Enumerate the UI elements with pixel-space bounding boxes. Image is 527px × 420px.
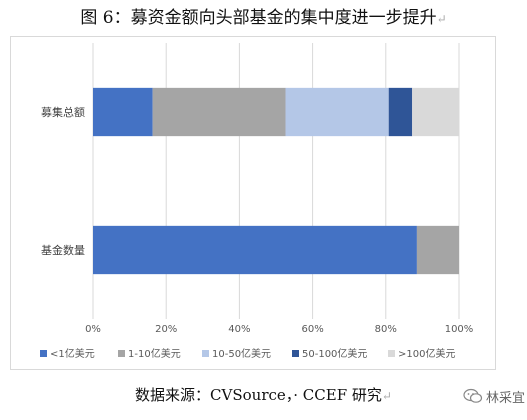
x-tick-label: 20%	[155, 324, 177, 335]
legend-swatch	[40, 350, 47, 357]
bar-segment	[388, 87, 413, 137]
bar-segment	[152, 87, 286, 137]
paragraph-mark-source: ↵	[381, 389, 392, 403]
bar-segment	[285, 87, 389, 137]
bar-segment	[412, 87, 459, 137]
x-tick-label: 60%	[301, 324, 323, 335]
chart-frame: 0% 20% 40% 60% 80% 100% 募集总额基金数量 <1亿美元 1-10亿美元 10…	[10, 36, 496, 370]
legend-label: 1-10亿美元	[128, 347, 181, 360]
legend-label: 50-100亿美元	[302, 347, 367, 360]
bar-segment	[93, 87, 153, 137]
paragraph-mark: ↵	[436, 12, 447, 26]
wechat-icon	[463, 388, 483, 403]
bar-segment	[416, 225, 459, 275]
legend-swatch	[202, 350, 209, 357]
legend-label: >100亿美元	[398, 347, 455, 360]
data-source-note: 数据来源：CVSource，· CCEF 研究↵	[0, 384, 527, 405]
x-tick-label: 40%	[228, 324, 250, 335]
y-category-label: 基金数量	[41, 243, 85, 257]
x-tick-label: 80%	[375, 324, 397, 335]
watermark: 林采宜	[463, 384, 525, 408]
watermark-text: 林采宜	[485, 390, 525, 406]
figure-title: 图 6：募资金额向头部基金的集中度进一步提升↵	[0, 3, 527, 28]
bar-segment	[93, 225, 417, 275]
figure-title-text: 图 6：募资金额向头部基金的集中度进一步提升	[80, 8, 437, 28]
data-source-text: 数据来源：CVSource，· CCEF 研究	[135, 386, 382, 404]
legend-swatch	[292, 350, 299, 357]
legend-swatch	[388, 350, 395, 357]
legend-label: <1亿美元	[50, 347, 95, 360]
legend-swatch	[118, 350, 125, 357]
legend-label: 10-50亿美元	[212, 347, 271, 360]
x-tick-label: 100%	[445, 324, 474, 335]
x-tick-label: 0%	[85, 324, 101, 335]
y-category-label: 募集总额	[41, 105, 85, 119]
